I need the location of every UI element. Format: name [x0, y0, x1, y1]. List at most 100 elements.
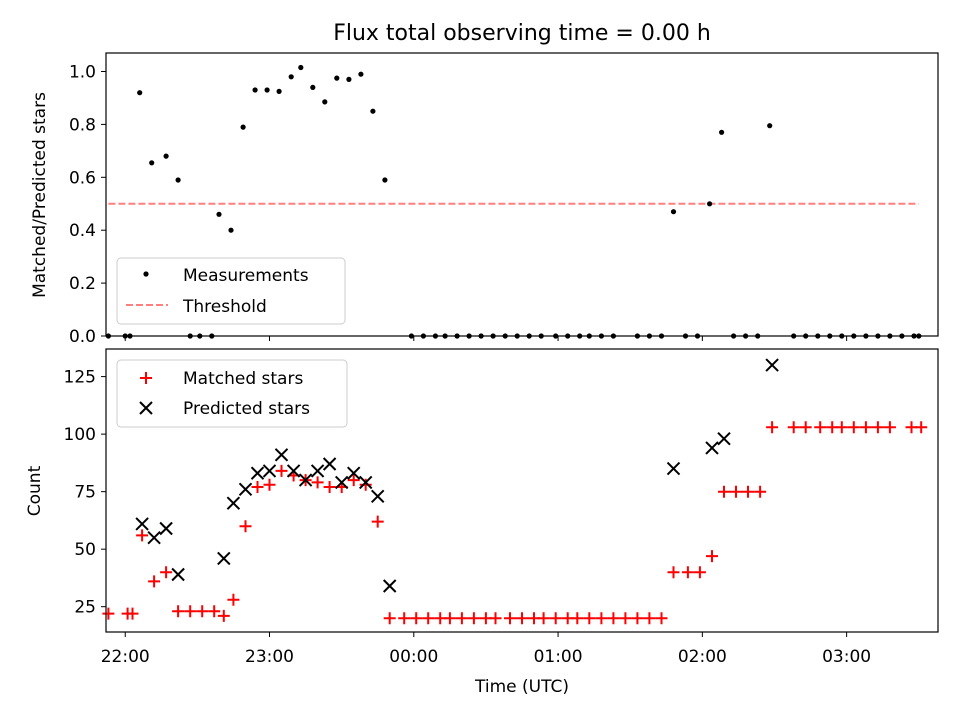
bottom-y-axis-label: Count [25, 465, 45, 516]
bottom-y-tick-label: 50 [74, 540, 96, 560]
matched-star-point [126, 607, 139, 620]
top-y-tick-label: 0.0 [69, 327, 96, 347]
predicted-star-point [382, 579, 397, 593]
matched-star-point [859, 421, 872, 434]
measurement-point [149, 160, 155, 166]
bottom-y-tick-label: 75 [74, 483, 96, 503]
top-y-tick-label: 0.2 [69, 274, 96, 294]
matched-star-point [172, 605, 185, 618]
predicted-star-point [147, 530, 161, 545]
predicted-star-point [370, 489, 385, 504]
bottom-y-axis: 25 50 75 100 125 [64, 368, 106, 618]
matched-star-point [718, 485, 730, 498]
matched-star-point [619, 612, 632, 625]
predicted-legend-marker [139, 401, 153, 415]
predicted-star-point [217, 551, 231, 566]
predicted-star-point [334, 475, 349, 490]
measurement-point [370, 108, 376, 114]
predicted-star-point [274, 448, 289, 462]
matched-star-point [239, 520, 252, 533]
matched-star-point [537, 612, 550, 625]
threshold-legend-label: Threshold [182, 297, 267, 317]
matched-star-point [787, 421, 800, 434]
measurement-point [382, 177, 388, 183]
matched-star-point [655, 612, 668, 625]
matched-star-point [275, 464, 288, 477]
matched-star-point [263, 478, 276, 491]
measurement-point [346, 76, 352, 82]
matched-star-point [383, 612, 396, 625]
matched-star-point [489, 612, 502, 625]
bottom-y-tick-label: 125 [64, 368, 96, 388]
matched-star-point [208, 605, 221, 618]
measurement-point [137, 90, 143, 96]
matched-star-point [422, 612, 435, 625]
matched-legend-marker [140, 372, 152, 384]
measurement-point [310, 84, 316, 90]
top-legend: Measurements Threshold [116, 257, 346, 325]
measurement-point [240, 124, 246, 130]
matched-star-point [398, 612, 411, 625]
matched-star-point [847, 421, 860, 434]
matched-star-point [196, 605, 209, 618]
matched-star-point [227, 593, 240, 606]
matched-star-point [607, 612, 620, 625]
matched-star-point [148, 575, 161, 588]
predicted-star-point [262, 464, 277, 478]
predicted-star-point [765, 358, 779, 372]
matched-star-point [184, 605, 197, 618]
top-axes-frame [105, 52, 939, 337]
top-panel: 0.0 0.2 0.4 0.6 0.8 1.0 Matched/Predicted sta… [30, 52, 939, 347]
matched-star-point [251, 481, 264, 493]
matched-star-point [915, 421, 928, 434]
x-tick-label: 22:00 [101, 647, 150, 667]
measurement-point [334, 75, 340, 81]
matched-star-point [693, 566, 706, 579]
predicted-legend-label: Predicted stars [183, 399, 310, 419]
x-tick-label: 02:00 [678, 647, 727, 667]
measurement-point [767, 123, 773, 129]
matched-star-point [595, 612, 608, 625]
measurement-point [707, 201, 713, 207]
bottom-y-tick-label: 25 [74, 598, 96, 618]
predicted-star-point [310, 464, 325, 478]
measurements-legend-label: Measurements [183, 266, 309, 286]
matched-star-point [799, 421, 812, 434]
bottom-axes-frame [105, 348, 939, 633]
top-y-axis-label: Matched/Predicted stars [30, 92, 50, 298]
matched-star-point [583, 612, 596, 625]
bottom-y-tick-label: 100 [64, 425, 96, 445]
predicted-star-point [171, 567, 185, 582]
matched-star-point [311, 476, 324, 489]
top-y-tick-label: 0.6 [69, 168, 96, 188]
measurement-point [216, 211, 222, 217]
measurement-point [252, 87, 258, 93]
predicted-star-point [358, 475, 373, 490]
measurement-point [276, 88, 282, 94]
predicted-star-point [322, 457, 337, 471]
bottom-panel: 25 50 75 100 125 22:00 23:00 00:00 01:00 02:00 03… [25, 348, 939, 697]
top-y-tick-label: 0.4 [69, 221, 96, 241]
measurement-point [298, 64, 304, 71]
predicted-star-point [666, 461, 681, 476]
top-y-axis: 0.0 0.2 0.4 0.6 0.8 1.0 [69, 63, 106, 347]
bottom-legend-box [116, 359, 348, 428]
predicted-star-point [238, 482, 253, 497]
matched-star-point [410, 612, 423, 625]
matched-star-point [347, 474, 360, 487]
matched-star-point [742, 485, 754, 498]
matched-star-point [835, 421, 848, 434]
matched-star-point [667, 566, 680, 579]
predicted-star-point [250, 466, 265, 480]
predicted-star-point [717, 431, 731, 446]
predicted-star-point [346, 466, 361, 480]
top-y-tick-label: 0.8 [69, 115, 96, 135]
matched-star-point [455, 612, 468, 625]
matched-star-point [504, 612, 516, 625]
measurement-point [670, 209, 677, 215]
x-tick-label: 03:00 [822, 647, 871, 667]
predicted-star-point [298, 473, 313, 487]
matched-star-point [571, 612, 584, 625]
bottom-legend: Matched stars Predicted stars [116, 359, 348, 428]
